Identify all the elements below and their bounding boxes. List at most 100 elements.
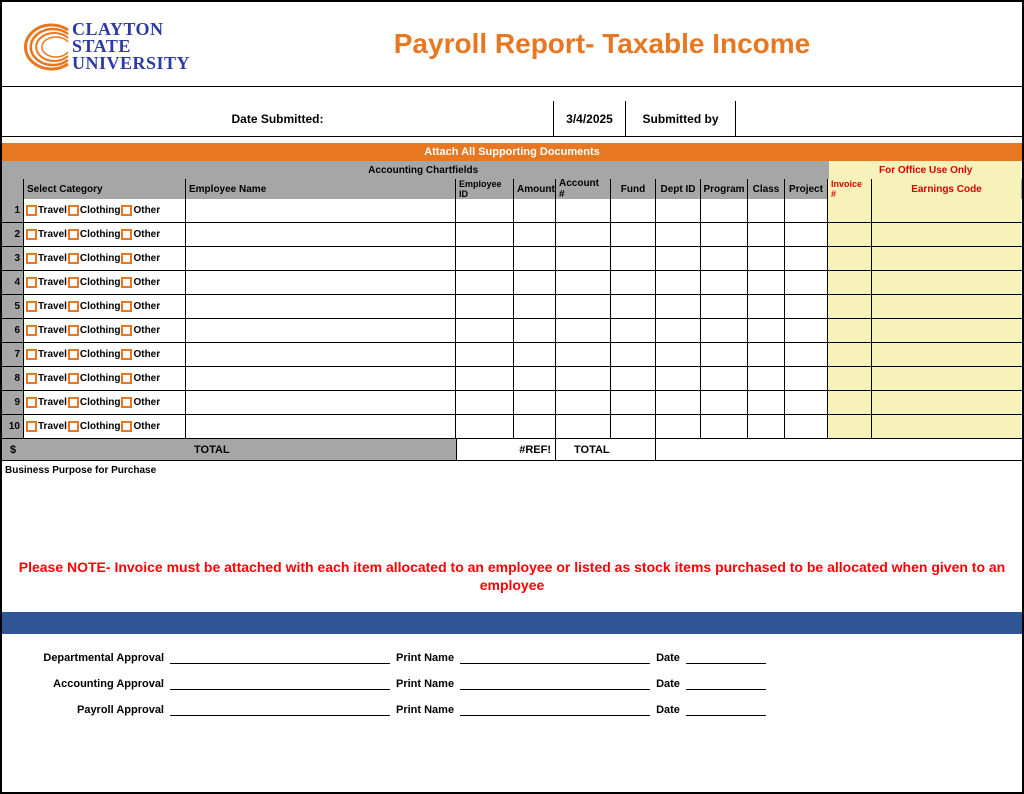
program-cell[interactable] [701,367,748,390]
employee-id-cell[interactable] [456,391,514,414]
employee-id-cell[interactable] [456,295,514,318]
clothing-checkbox[interactable] [68,421,79,432]
earnings-code-cell[interactable] [872,343,1021,366]
invoice-cell[interactable] [828,367,872,390]
class-cell[interactable] [748,367,785,390]
earnings-code-cell[interactable] [872,367,1021,390]
fund-cell[interactable] [611,295,656,318]
earnings-code-cell[interactable] [872,271,1021,294]
invoice-cell[interactable] [828,223,872,246]
clothing-checkbox[interactable] [68,373,79,384]
employee-id-cell[interactable] [456,199,514,222]
project-cell[interactable] [785,247,828,270]
clothing-checkbox[interactable] [68,229,79,240]
account-cell[interactable] [556,319,611,342]
account-cell[interactable] [556,367,611,390]
program-cell[interactable] [701,247,748,270]
acct-approval-signature[interactable] [170,689,390,690]
employee-id-cell[interactable] [456,343,514,366]
employee-name-cell[interactable] [186,271,456,294]
payroll-approval-signature[interactable] [170,715,390,716]
class-cell[interactable] [748,319,785,342]
clothing-checkbox[interactable] [68,253,79,264]
employee-id-cell[interactable] [456,319,514,342]
date-submitted-value[interactable]: 3/4/2025 [554,101,626,136]
travel-checkbox[interactable] [26,349,37,360]
earnings-code-cell[interactable] [872,223,1021,246]
program-cell[interactable] [701,271,748,294]
dept-id-cell[interactable] [656,343,701,366]
program-cell[interactable] [701,415,748,438]
invoice-cell[interactable] [828,199,872,222]
clothing-checkbox[interactable] [68,301,79,312]
dept-id-cell[interactable] [656,415,701,438]
employee-id-cell[interactable] [456,367,514,390]
earnings-code-cell[interactable] [872,319,1021,342]
class-cell[interactable] [748,391,785,414]
category-cell[interactable]: TravelClothingOther [24,415,186,438]
class-cell[interactable] [748,223,785,246]
fund-cell[interactable] [611,367,656,390]
submitted-by-value[interactable] [736,101,1022,136]
other-checkbox[interactable] [121,373,132,384]
travel-checkbox[interactable] [26,373,37,384]
acct-print-name-field[interactable] [460,689,650,690]
program-cell[interactable] [701,319,748,342]
dept-id-cell[interactable] [656,223,701,246]
clothing-checkbox[interactable] [68,325,79,336]
earnings-code-cell[interactable] [872,199,1021,222]
employee-id-cell[interactable] [456,247,514,270]
class-cell[interactable] [748,295,785,318]
invoice-cell[interactable] [828,271,872,294]
employee-name-cell[interactable] [186,391,456,414]
other-checkbox[interactable] [121,421,132,432]
project-cell[interactable] [785,391,828,414]
program-cell[interactable] [701,343,748,366]
category-cell[interactable]: TravelClothingOther [24,367,186,390]
fund-cell[interactable] [611,319,656,342]
earnings-code-cell[interactable] [872,247,1021,270]
employee-name-cell[interactable] [186,343,456,366]
other-checkbox[interactable] [121,229,132,240]
project-cell[interactable] [785,271,828,294]
program-cell[interactable] [701,295,748,318]
account-cell[interactable] [556,391,611,414]
earnings-code-cell[interactable] [872,391,1021,414]
category-cell[interactable]: TravelClothingOther [24,295,186,318]
dept-id-cell[interactable] [656,319,701,342]
fund-cell[interactable] [611,271,656,294]
class-cell[interactable] [748,199,785,222]
program-cell[interactable] [701,223,748,246]
earnings-code-cell[interactable] [872,415,1021,438]
amount-cell[interactable] [514,343,556,366]
amount-cell[interactable] [514,415,556,438]
employee-name-cell[interactable] [186,199,456,222]
project-cell[interactable] [785,415,828,438]
amount-cell[interactable] [514,271,556,294]
dept-date-field[interactable] [686,663,766,664]
dept-id-cell[interactable] [656,391,701,414]
project-cell[interactable] [785,319,828,342]
account-cell[interactable] [556,295,611,318]
other-checkbox[interactable] [121,205,132,216]
other-checkbox[interactable] [121,397,132,408]
fund-cell[interactable] [611,343,656,366]
acct-date-field[interactable] [686,689,766,690]
program-cell[interactable] [701,199,748,222]
invoice-cell[interactable] [828,415,872,438]
payroll-print-name-field[interactable] [460,715,650,716]
dept-id-cell[interactable] [656,367,701,390]
employee-name-cell[interactable] [186,367,456,390]
dept-approval-signature[interactable] [170,663,390,664]
amount-cell[interactable] [514,199,556,222]
travel-checkbox[interactable] [26,325,37,336]
other-checkbox[interactable] [121,325,132,336]
invoice-cell[interactable] [828,343,872,366]
class-cell[interactable] [748,271,785,294]
category-cell[interactable]: TravelClothingOther [24,343,186,366]
account-cell[interactable] [556,199,611,222]
project-cell[interactable] [785,199,828,222]
employee-name-cell[interactable] [186,415,456,438]
travel-checkbox[interactable] [26,277,37,288]
employee-name-cell[interactable] [186,247,456,270]
